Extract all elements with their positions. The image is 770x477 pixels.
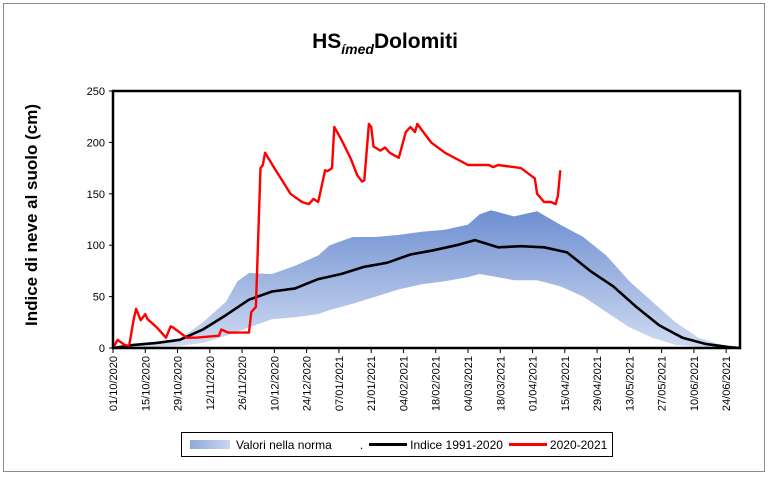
y-tick-label: 0	[99, 343, 105, 355]
series-line-mean-1991-2020	[111, 238, 742, 350]
legend: Valori nella norma . Indice 1991-2020 20…	[181, 432, 613, 457]
series-lines-layer	[111, 122, 742, 350]
legend-item-band: Valori nella norma .	[182, 438, 363, 452]
legend-item-season: 2020-2021	[503, 438, 607, 452]
y-tick-label: 200	[87, 137, 105, 149]
normal-range-band-layer	[113, 210, 740, 348]
x-tick-label: 07/01/2021	[334, 356, 346, 411]
legend-band-label: Valori nella norma	[236, 437, 332, 452]
plot-area-border	[111, 89, 742, 350]
y-tick-label: 150	[87, 189, 105, 201]
x-tick-label: 29/10/2020	[173, 356, 185, 411]
x-tick-label: 04/03/2021	[463, 356, 475, 411]
x-tick-label: 18/03/2021	[495, 356, 507, 411]
x-tick-label: 21/01/2021	[366, 356, 378, 411]
x-tick-label: 10/06/2021	[689, 356, 701, 411]
x-tick-label: 18/02/2021	[431, 356, 443, 411]
y-tick-label: 50	[93, 292, 105, 304]
x-tick-label: 01/10/2020	[108, 356, 120, 411]
legend-season-label: 2020-2021	[549, 437, 608, 452]
x-tick-label: 04/02/2021	[398, 356, 410, 411]
series-line-2020-2021	[111, 122, 562, 350]
legend-band-swatch	[190, 440, 230, 449]
legend-mean-swatch	[369, 443, 408, 446]
x-tick-label: 15/10/2020	[140, 356, 152, 411]
legend-item-mean: Indice 1991-2020	[363, 438, 503, 452]
x-tick-label: 24/06/2021	[721, 356, 733, 411]
x-tick-label: 24/12/2020	[302, 356, 314, 411]
normal-range-band	[113, 210, 740, 348]
chart-title: HSímedDolomiti	[0, 30, 770, 57]
title-main: HS	[312, 30, 342, 53]
x-tick-label: 26/11/2020	[237, 356, 249, 410]
x-tick-label: 12/11/2020	[205, 356, 217, 410]
title-subscript: ímed	[341, 41, 374, 57]
x-tick-label: 29/04/2021	[592, 356, 604, 411]
y-tick-label: 250	[87, 86, 105, 98]
x-tick-label: 27/05/2021	[657, 356, 669, 411]
y-tick-label: 100	[87, 240, 105, 252]
legend-season-swatch	[508, 443, 547, 446]
title-tail: Dolomiti	[373, 30, 458, 53]
x-tick-label: 01/04/2021	[528, 356, 540, 411]
legend-mean-label: Indice 1991-2020	[410, 437, 503, 452]
legend-band-dot: .	[359, 437, 364, 452]
axes-layer: 0 50 100 150 200 250 01/10/2020 15/10/2020 29/10…	[87, 86, 742, 411]
x-tick-label: 15/04/2021	[560, 356, 572, 411]
x-tick-label: 10/12/2020	[269, 356, 281, 411]
x-tick-label: 13/05/2021	[624, 356, 636, 411]
